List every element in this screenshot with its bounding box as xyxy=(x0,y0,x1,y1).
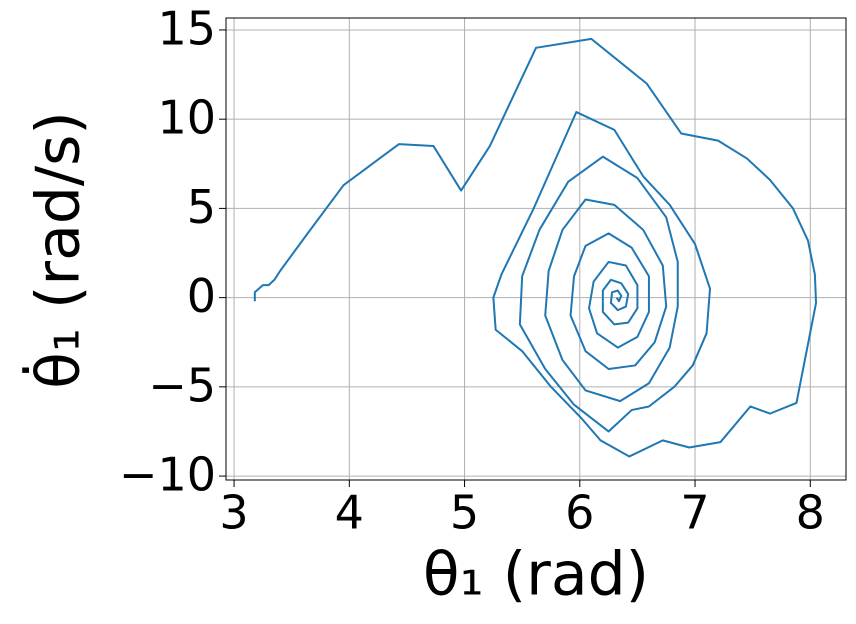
plot-frame xyxy=(225,17,847,481)
y-tick-label: 15 xyxy=(157,1,216,55)
y-axis-label: θ̇₁ (rad/s) xyxy=(22,111,94,389)
y-tick-label: −5 xyxy=(148,358,216,412)
y-tick-label: 10 xyxy=(157,91,216,145)
x-tick-label: 6 xyxy=(565,486,594,540)
y-tick-label: 5 xyxy=(187,180,216,234)
y-tick-label: −10 xyxy=(119,448,216,502)
trajectory-line xyxy=(253,37,818,458)
x-axis-label: θ₁ (rad) xyxy=(423,540,649,610)
x-tick-label: 8 xyxy=(796,486,825,540)
y-tick-label: 0 xyxy=(187,269,216,323)
x-tick-label: 7 xyxy=(680,486,709,540)
x-tick-label: 5 xyxy=(450,486,479,540)
x-tick-label: 4 xyxy=(335,486,364,540)
x-tick-label: 3 xyxy=(219,486,248,540)
